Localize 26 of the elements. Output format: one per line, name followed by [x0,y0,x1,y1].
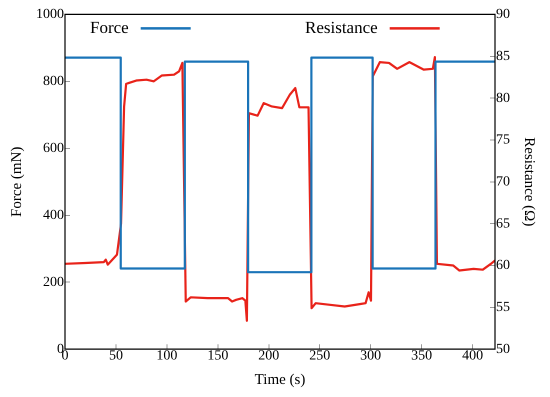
y2-axis-title: Resistance (Ω) [521,137,538,226]
y2-tick-label: 70 [496,174,510,190]
y2-tick-label: 65 [496,216,510,232]
y-tick-label: 200 [43,274,64,290]
x-tick-label: 300 [360,348,382,364]
y2-tick-label: 75 [496,132,510,148]
y2-tick-label: 90 [496,7,510,22]
y-tick-label: 400 [43,208,64,223]
y-tick-label: 600 [43,140,64,156]
x-tick-label: 50 [108,348,123,364]
y-tick-label: 800 [43,74,64,90]
y2-tick-label: 85 [496,48,510,64]
y2-tick-label: 60 [496,258,510,274]
y-axis-title: Force (mN) [8,146,25,218]
y-tick-label: 1000 [36,7,64,22]
x-tick-label: 100 [156,348,178,364]
legend-label: Force [90,18,129,37]
x-tick-label: 350 [411,348,432,364]
x-tick-label: 200 [258,348,280,364]
x-tick-label: 400 [462,348,484,364]
x-axis-title: Time (s) [254,372,306,388]
y2-tick-label: 80 [496,90,510,106]
x-tick-label: 150 [207,348,228,364]
x-tick-label: 250 [309,348,330,364]
y2-tick-label: 55 [496,300,510,316]
legend-label: Resistance [305,18,378,37]
